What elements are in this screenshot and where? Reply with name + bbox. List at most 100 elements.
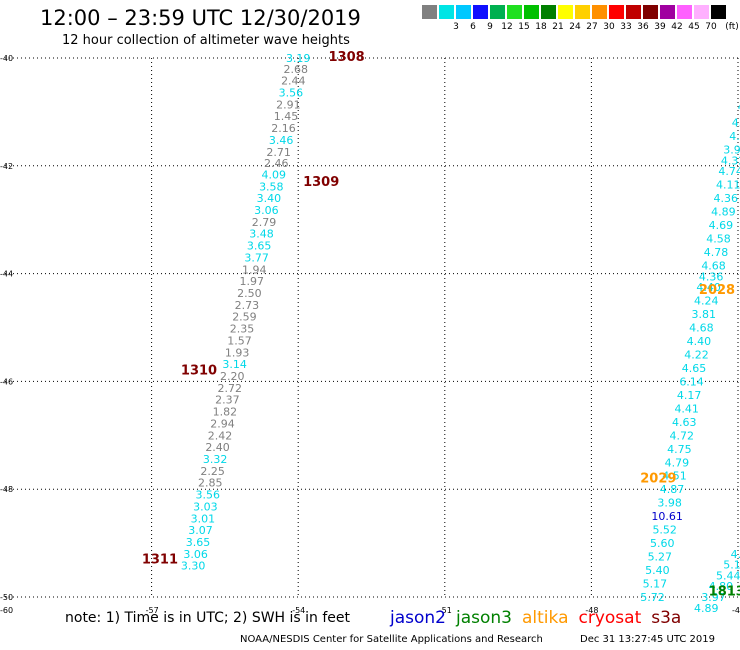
lon-tick-label: -51 [439, 606, 452, 615]
legend-value: 30 [603, 22, 615, 32]
wave-height-value: 4.68 [689, 322, 714, 335]
satellite-altika: altika [522, 608, 569, 628]
wave-height-value: 3.58 [259, 180, 284, 193]
wave-height-value: 3.56 [279, 86, 304, 99]
lon-tick-label: -60 [0, 606, 13, 615]
pass-label: 1311 [142, 552, 178, 567]
satellite-jason2: jason2 [390, 608, 446, 628]
wave-height-value: 4.32 [721, 154, 740, 167]
footnote: note: 1) Time is in UTC; 2) SWH is in fe… [65, 610, 351, 626]
wave-height-value: 2.59 [232, 311, 257, 324]
wave-height-value: 4.86 [731, 548, 740, 561]
legend-value: 33 [620, 22, 632, 32]
legend-swatch [558, 5, 573, 19]
pass-label: 2029 [640, 471, 676, 486]
legend-swatch [660, 5, 675, 19]
legend-value: 15 [518, 22, 530, 32]
wave-height-value: 4.69 [709, 219, 734, 232]
wave-height-value: 2.25 [200, 465, 225, 478]
satellite-s3a: s3a [651, 608, 682, 628]
wave-height-value: 4.09 [262, 168, 287, 181]
wave-height-value: 3.32 [203, 453, 228, 466]
map-subtitle: 12 hour collection of altimeter wave hei… [62, 33, 350, 48]
map-title: 12:00 – 23:59 UTC 12/30/2019 [40, 6, 361, 30]
wave-height-value: 3.97 [701, 591, 726, 604]
legend-swatch [422, 5, 437, 19]
satellite-jason3: jason3 [456, 608, 512, 628]
wave-height-value: 2.42 [208, 429, 233, 442]
legend-value: 18 [535, 22, 547, 32]
wave-height-value: 4.22 [684, 348, 709, 361]
wave-height-value: 2.40 [205, 441, 230, 454]
wave-height-value: 3.65 [186, 536, 211, 549]
wave-height-value: 1.57 [227, 334, 252, 347]
wave-height-value: 2.44 [281, 75, 306, 88]
lon-tick-label: -54 [292, 606, 305, 615]
pass-label: 1310 [181, 364, 217, 379]
wave-height-value: 2.71 [266, 146, 291, 159]
pass-label: 2028 [699, 283, 735, 298]
wave-height-value: 2.85 [198, 477, 223, 490]
lat-tick-label: -40 [0, 54, 13, 63]
wave-height-value: 4.72 [670, 429, 695, 442]
legend-swatch [592, 5, 607, 19]
wave-height-value: 4.2 [729, 130, 740, 143]
legend-swatch [490, 5, 505, 19]
wave-height-value: 2.20 [220, 370, 245, 383]
legend-value: 21 [552, 22, 564, 32]
pass-label: 1813 [709, 585, 740, 600]
wave-height-value: 2.94 [210, 417, 235, 430]
wave-height-value: 6.14 [679, 375, 704, 388]
wave-height-value: 1.45 [274, 110, 299, 123]
credit-line: NOAA/NESDIS Center for Satellite Applica… [240, 634, 543, 645]
wave-height-value: 4.51 [662, 470, 687, 483]
legend-swatch [473, 5, 488, 19]
pass-label: 1309 [303, 175, 339, 190]
wave-height-value: 5.17 [643, 578, 668, 591]
lat-tick-label: -46 [0, 377, 13, 386]
legend-swatch [609, 5, 624, 19]
wave-height-value: 3.77 [244, 251, 269, 264]
wave-height-value: 4.58 [706, 233, 731, 246]
wave-height-value: 4.40 [696, 281, 721, 294]
legend-value: 9 [487, 22, 493, 32]
wave-height-value: 5.52 [652, 524, 677, 537]
legend-value: 12 [501, 22, 513, 32]
wave-height-value: 1.97 [240, 275, 265, 288]
wave-height-value: 4.89 [694, 602, 719, 615]
wave-height-value: 2.79 [252, 216, 277, 229]
legend-swatch [677, 5, 692, 19]
legend-swatch [541, 5, 556, 19]
wave-height-value: 4.17 [677, 389, 702, 402]
wave-height-value: 4.74 [718, 165, 740, 178]
wave-height-value: 2.46 [264, 157, 289, 170]
legend-value: 39 [654, 22, 666, 32]
wave-height-value: 4.24 [694, 295, 719, 308]
lon-tick-label: -57 [146, 606, 159, 615]
wave-height-value: 2.16 [271, 122, 296, 135]
wave-height-value: 4.9 [732, 117, 740, 130]
wave-height-value: 3.46 [269, 134, 294, 147]
wave-height-value: 5.11 [723, 559, 740, 572]
wave-height-value: 3.81 [692, 308, 717, 321]
legend-swatch [439, 5, 454, 19]
wave-height-value: 5.60 [650, 537, 675, 550]
legend-swatch [694, 5, 709, 19]
wave-height-value: 3.07 [188, 524, 213, 537]
wave-height-value: 4.36 [714, 192, 739, 205]
wave-height-value: 3.14 [222, 358, 247, 371]
legend-value: 45 [688, 22, 700, 32]
wave-height-value: 2.68 [284, 63, 309, 76]
lon-tick-label: -45 [732, 606, 740, 615]
lat-tick-label: -50 [0, 593, 13, 602]
legend-value: 3 [453, 22, 459, 32]
wave-height-value: 4.79 [665, 456, 690, 469]
legend-unit: (ft) [725, 22, 739, 32]
wave-height-value: 2.91 [276, 98, 301, 111]
legend-value: 36 [637, 22, 649, 32]
wave-height-value: 5.44 [716, 569, 740, 582]
timestamp-line: Dec 31 13:27:45 UTC 2019 [580, 634, 715, 645]
wave-height-value: 3.01 [191, 512, 216, 525]
wave-height-value: 3.94 [723, 144, 740, 157]
